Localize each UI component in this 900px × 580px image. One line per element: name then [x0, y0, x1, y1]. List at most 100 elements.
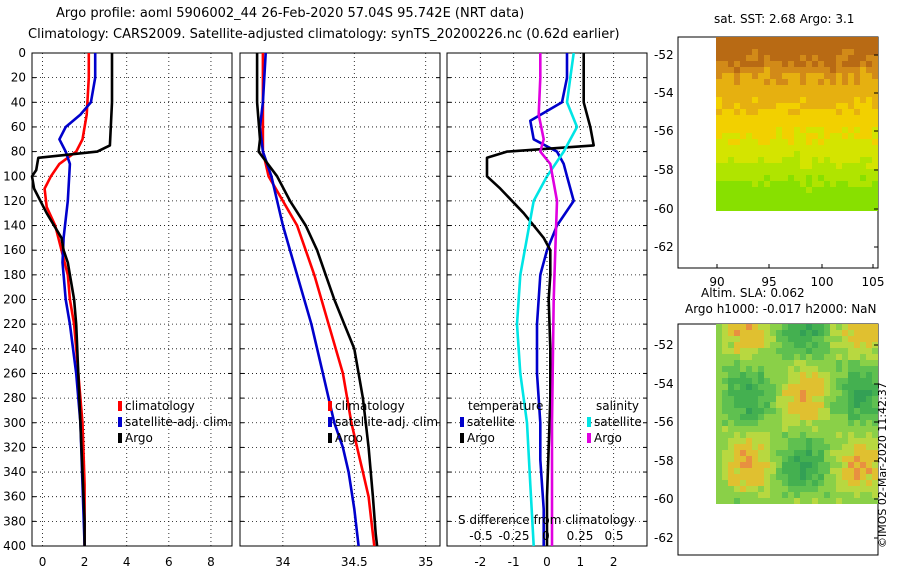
sst-cell — [722, 43, 728, 49]
sst-cell — [716, 115, 722, 121]
sla-cell — [872, 378, 878, 384]
sla-cell — [854, 324, 860, 330]
legend-swatch — [328, 401, 332, 411]
sst-cell — [794, 157, 800, 163]
sst-cell — [806, 199, 812, 205]
sla-cell — [734, 486, 740, 492]
sst-cell — [722, 163, 728, 169]
sla-cell — [848, 402, 854, 408]
sst-cell — [764, 103, 770, 109]
sla-cell — [806, 426, 812, 432]
sla-cell — [716, 414, 722, 420]
sst-cell — [854, 163, 860, 169]
chart-title: Argo profile: aoml 5906002_44 26-Feb-202… — [56, 6, 525, 21]
sla-cell — [836, 420, 842, 426]
sst-cell — [812, 205, 818, 211]
sst-cell — [788, 163, 794, 169]
sst-cell — [818, 163, 824, 169]
sla-cell — [728, 354, 734, 360]
sla-cell — [872, 450, 878, 456]
sla-cell — [746, 468, 752, 474]
sst-cell — [872, 73, 878, 79]
sst-cell — [806, 37, 812, 43]
sst-cell — [716, 109, 722, 115]
sst-cell — [872, 121, 878, 127]
sst-cell — [830, 193, 836, 199]
sst-cell — [818, 151, 824, 157]
sst-cell — [722, 103, 728, 109]
sst-cell — [746, 67, 752, 73]
sst-cell — [752, 181, 758, 187]
sla-cell — [734, 450, 740, 456]
sst-cell — [812, 175, 818, 181]
sst-cell — [788, 181, 794, 187]
sla-cell — [788, 474, 794, 480]
sst-cell — [842, 157, 848, 163]
sla-cell — [746, 372, 752, 378]
sla-cell — [860, 456, 866, 462]
sla-cell — [770, 336, 776, 342]
sst-cell — [842, 37, 848, 43]
sst-cell — [716, 103, 722, 109]
sst-cell — [776, 55, 782, 61]
sla-cell — [848, 444, 854, 450]
sst-cell — [734, 43, 740, 49]
sst-cell — [794, 37, 800, 43]
legend-swatch — [460, 433, 464, 443]
sla-cell — [812, 348, 818, 354]
sst-cell — [776, 127, 782, 133]
sst-cell — [770, 103, 776, 109]
sst-cell — [722, 169, 728, 175]
salinity-tick-label: 0 — [542, 529, 550, 543]
sst-cell — [842, 121, 848, 127]
sst-cell — [782, 97, 788, 103]
sst-cell — [740, 157, 746, 163]
sst-cell — [776, 145, 782, 151]
sst-cell — [848, 127, 854, 133]
sst-cell — [728, 121, 734, 127]
sla-cell — [722, 498, 728, 504]
sla-cell — [746, 462, 752, 468]
sla-cell — [770, 324, 776, 330]
sst-cell — [800, 193, 806, 199]
sst-cell — [836, 85, 842, 91]
y-tick-label: 0 — [18, 46, 26, 60]
sla-cell — [872, 432, 878, 438]
sla-cell — [854, 492, 860, 498]
sst-cell — [770, 49, 776, 55]
sla-cell — [728, 348, 734, 354]
sst-cell — [764, 187, 770, 193]
sst-cell — [824, 55, 830, 61]
sla-cell — [728, 378, 734, 384]
sla-cell — [740, 414, 746, 420]
sla-cell — [788, 426, 794, 432]
sst-cell — [818, 181, 824, 187]
sla-cell — [860, 390, 866, 396]
sst-cell — [764, 205, 770, 211]
sst-cell — [734, 103, 740, 109]
sst-cell — [752, 55, 758, 61]
sst-cell — [836, 109, 842, 115]
sst-cell — [770, 151, 776, 157]
sst-cell — [842, 79, 848, 85]
sla-cell — [794, 492, 800, 498]
sst-cell — [848, 55, 854, 61]
sst-cell — [818, 91, 824, 97]
sla-cell — [836, 438, 842, 444]
sst-cell — [860, 109, 866, 115]
sla-cell — [716, 396, 722, 402]
sst-cell — [872, 151, 878, 157]
sla-cell — [782, 330, 788, 336]
sst-cell — [734, 175, 740, 181]
sla-cell — [770, 438, 776, 444]
sla-cell — [836, 456, 842, 462]
sst-cell — [764, 55, 770, 61]
sst-cell — [728, 151, 734, 157]
sla-cell — [842, 360, 848, 366]
sst-cell — [806, 49, 812, 55]
sst-cell — [818, 49, 824, 55]
sla-cell — [806, 432, 812, 438]
sla-cell — [872, 366, 878, 372]
sla-cell — [758, 480, 764, 486]
sla-cell — [734, 492, 740, 498]
